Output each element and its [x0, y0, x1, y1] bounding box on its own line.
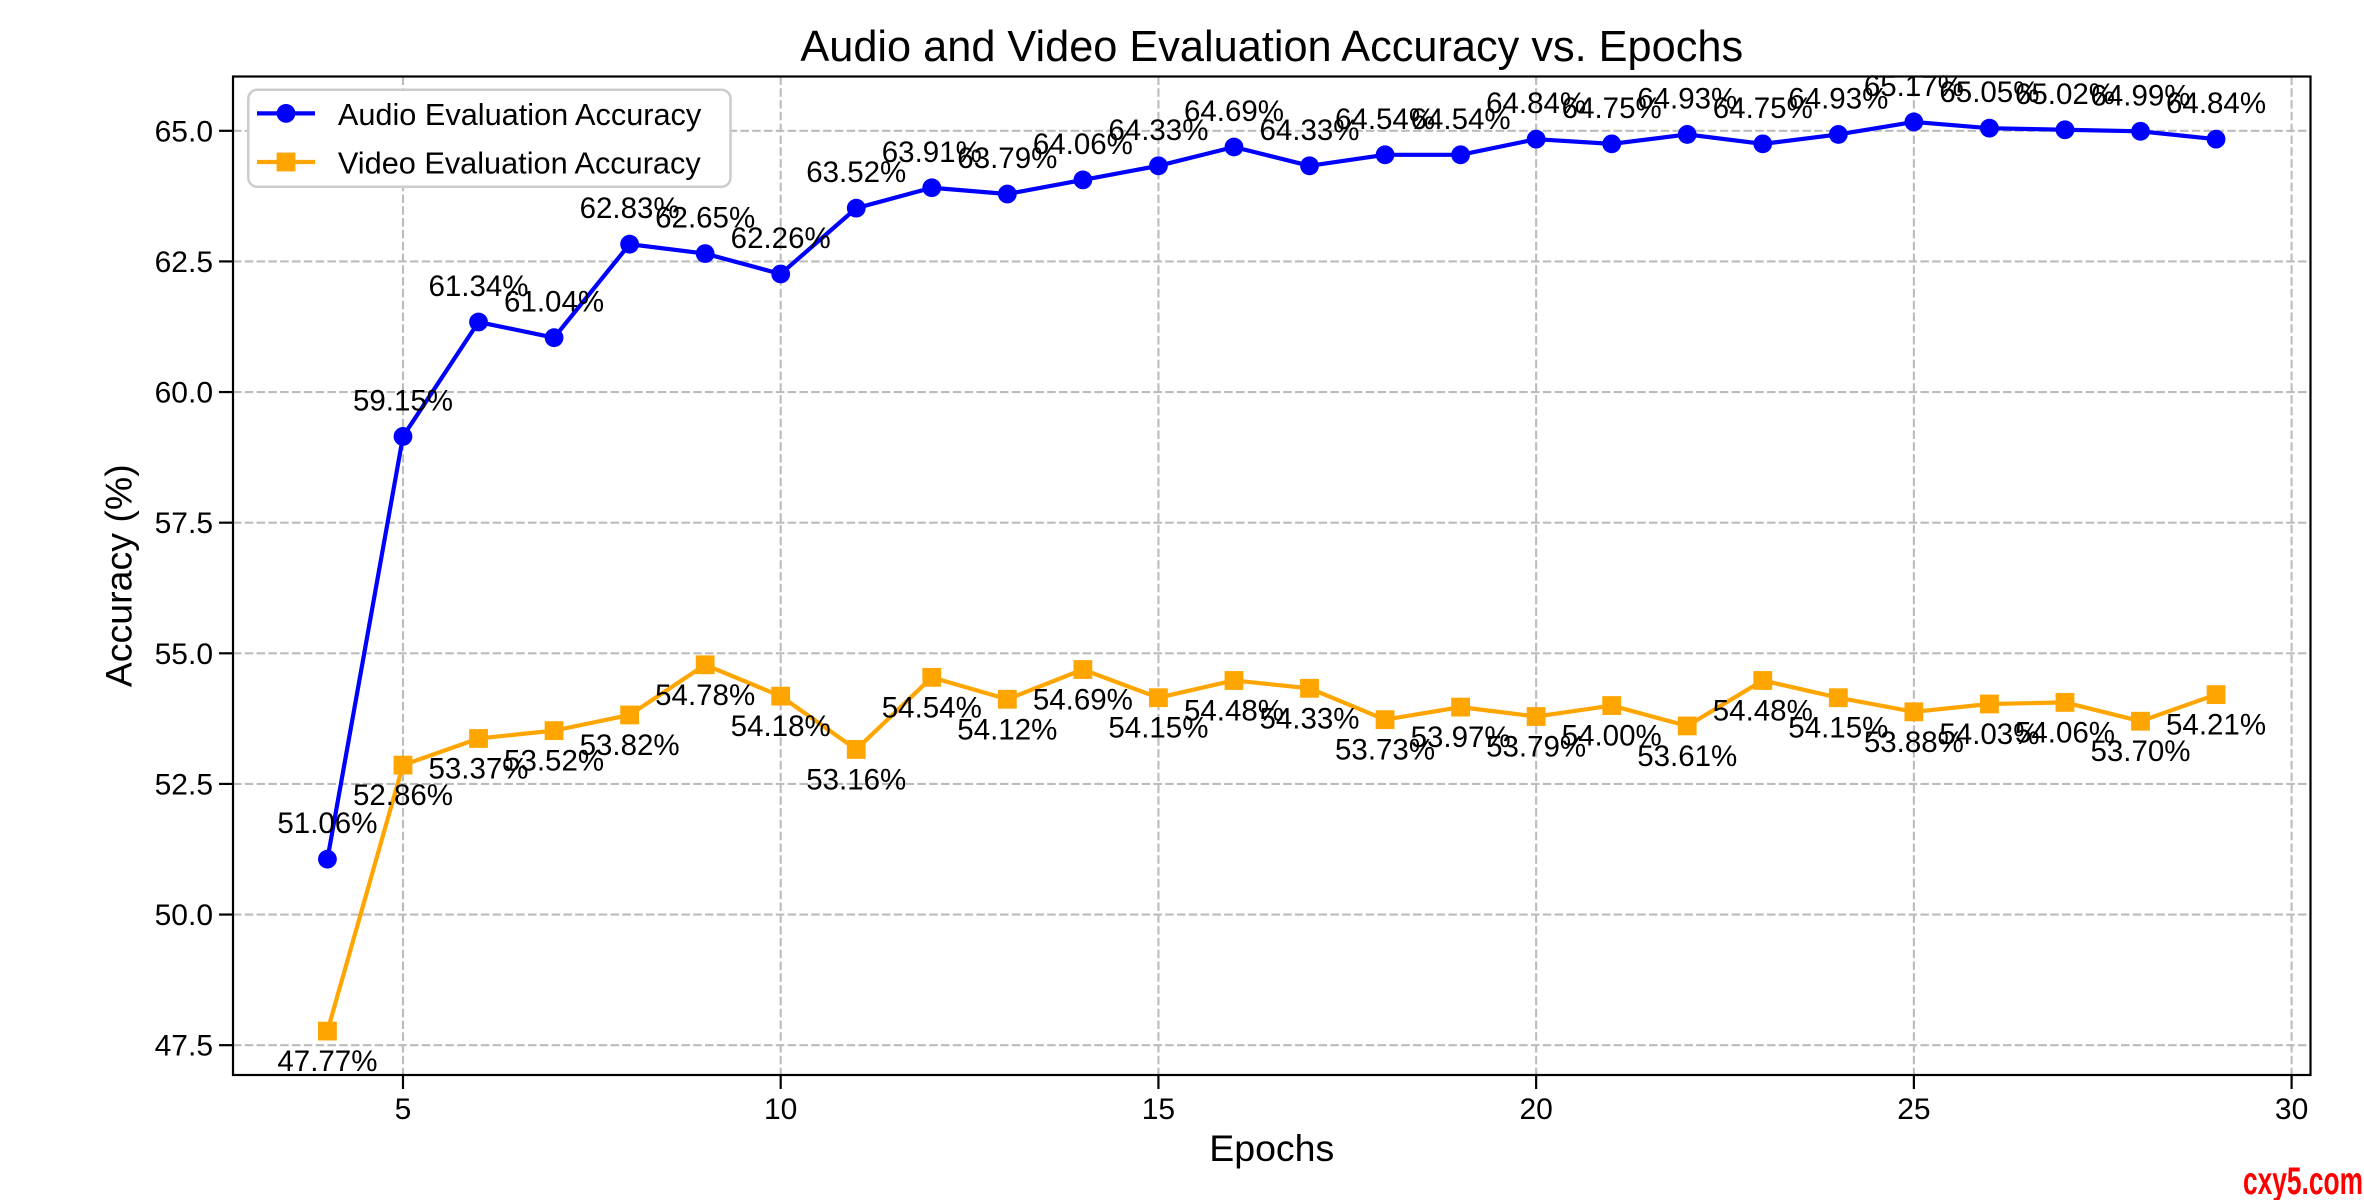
svg-text:64.99%: 64.99%: [2090, 79, 2190, 112]
svg-text:61.34%: 61.34%: [428, 270, 528, 303]
svg-text:62.65%: 62.65%: [655, 202, 755, 235]
svg-text:Epochs: Epochs: [1209, 1127, 1334, 1169]
svg-text:15: 15: [1142, 1093, 1175, 1126]
svg-text:57.5: 57.5: [155, 507, 213, 540]
svg-text:53.97%: 53.97%: [1411, 721, 1511, 754]
svg-text:63.52%: 63.52%: [806, 156, 906, 189]
svg-text:65.05%: 65.05%: [1939, 76, 2039, 109]
svg-text:Video Evaluation Accuracy: Video Evaluation Accuracy: [338, 145, 701, 180]
svg-text:47.5: 47.5: [155, 1030, 213, 1063]
svg-text:53.37%: 53.37%: [428, 752, 528, 785]
svg-text:53.70%: 53.70%: [2090, 735, 2190, 768]
svg-text:54.48%: 54.48%: [1184, 694, 1284, 727]
svg-text:54.03%: 54.03%: [1939, 718, 2039, 751]
svg-text:20: 20: [1519, 1093, 1552, 1126]
svg-text:64.54%: 64.54%: [1335, 103, 1435, 136]
svg-text:65.02%: 65.02%: [2015, 78, 2115, 111]
svg-text:53.88%: 53.88%: [1864, 726, 1964, 759]
svg-text:64.69%: 64.69%: [1184, 95, 1284, 128]
svg-text:54.69%: 54.69%: [1033, 684, 1133, 717]
svg-text:63.79%: 63.79%: [957, 142, 1057, 175]
svg-text:53.73%: 53.73%: [1335, 734, 1435, 767]
svg-text:64.75%: 64.75%: [1713, 92, 1813, 125]
svg-text:54.33%: 54.33%: [1259, 702, 1359, 735]
svg-text:Audio and Video Evaluation Acc: Audio and Video Evaluation Accuracy vs. …: [800, 23, 1743, 71]
svg-text:54.15%: 54.15%: [1788, 712, 1888, 745]
svg-text:cxy5.com: cxy5.com: [2243, 1160, 2363, 1200]
svg-text:Accuracy (%): Accuracy (%): [98, 464, 140, 687]
svg-text:64.84%: 64.84%: [2166, 87, 2266, 120]
svg-text:10: 10: [764, 1093, 797, 1126]
svg-text:52.5: 52.5: [155, 768, 213, 801]
svg-text:64.33%: 64.33%: [1108, 114, 1208, 147]
svg-text:62.83%: 62.83%: [580, 192, 680, 225]
svg-text:53.79%: 53.79%: [1486, 731, 1586, 764]
svg-text:62.5: 62.5: [155, 246, 213, 279]
svg-text:60.0: 60.0: [155, 377, 213, 410]
svg-text:64.33%: 64.33%: [1259, 114, 1359, 147]
svg-text:55.0: 55.0: [155, 638, 213, 671]
svg-text:53.82%: 53.82%: [580, 729, 680, 762]
svg-text:54.15%: 54.15%: [1108, 712, 1208, 745]
svg-text:63.91%: 63.91%: [882, 136, 982, 169]
svg-text:54.00%: 54.00%: [1562, 720, 1662, 753]
svg-text:47.77%: 47.77%: [277, 1045, 377, 1078]
svg-text:53.61%: 53.61%: [1637, 740, 1737, 773]
svg-text:5: 5: [395, 1093, 412, 1126]
svg-text:62.26%: 62.26%: [731, 222, 831, 255]
svg-text:64.84%: 64.84%: [1486, 87, 1586, 120]
svg-text:53.16%: 53.16%: [806, 763, 906, 796]
svg-text:50.0: 50.0: [155, 899, 213, 932]
svg-text:53.52%: 53.52%: [504, 745, 604, 778]
svg-text:30: 30: [2275, 1093, 2308, 1126]
svg-text:64.54%: 64.54%: [1411, 103, 1511, 136]
svg-text:64.93%: 64.93%: [1637, 82, 1737, 115]
svg-text:61.04%: 61.04%: [504, 286, 604, 319]
svg-text:51.06%: 51.06%: [277, 807, 377, 840]
svg-text:54.78%: 54.78%: [655, 679, 755, 712]
svg-text:65.0: 65.0: [155, 115, 213, 148]
svg-text:64.06%: 64.06%: [1033, 128, 1133, 161]
svg-text:64.75%: 64.75%: [1562, 92, 1662, 125]
svg-text:54.06%: 54.06%: [2015, 716, 2115, 749]
svg-text:64.93%: 64.93%: [1788, 82, 1888, 115]
svg-text:54.12%: 54.12%: [957, 713, 1057, 746]
svg-text:Audio Evaluation Accuracy: Audio Evaluation Accuracy: [338, 97, 702, 132]
svg-text:54.21%: 54.21%: [2166, 709, 2266, 742]
svg-text:25: 25: [1897, 1093, 1930, 1126]
svg-text:52.86%: 52.86%: [353, 779, 453, 812]
svg-text:54.18%: 54.18%: [731, 710, 831, 743]
svg-text:54.54%: 54.54%: [882, 691, 982, 724]
svg-text:59.15%: 59.15%: [353, 384, 453, 417]
svg-text:54.48%: 54.48%: [1713, 694, 1813, 727]
